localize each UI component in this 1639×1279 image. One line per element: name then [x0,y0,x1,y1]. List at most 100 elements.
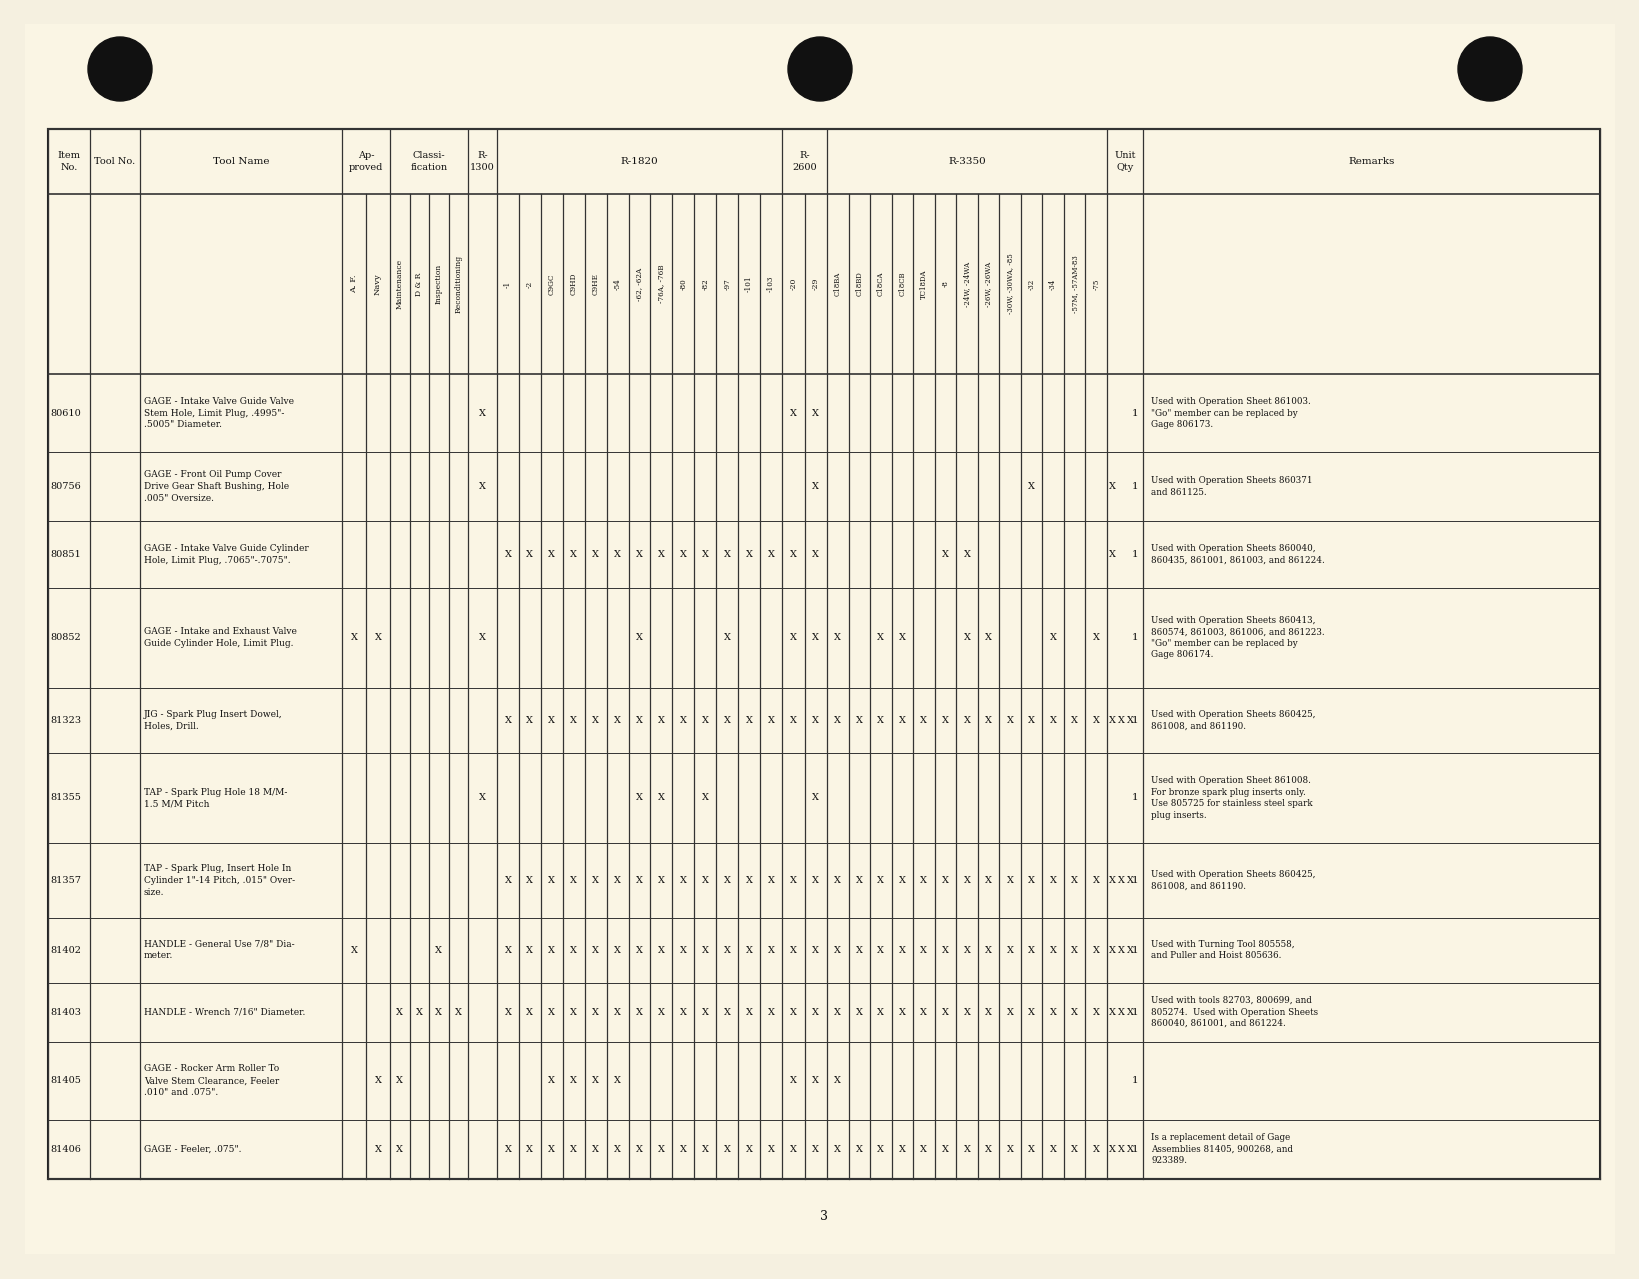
Text: A. F.: A. F. [351,275,357,293]
Text: X: X [985,945,992,954]
Text: -29: -29 [811,278,820,290]
Text: X: X [549,876,556,885]
Text: X: X [877,716,885,725]
Text: Maintenance: Maintenance [395,258,403,310]
Text: X: X [636,633,642,642]
Text: GAGE - Rocker Arm Roller To
Valve Stem Clearance, Feeler
.010" and .075".: GAGE - Rocker Arm Roller To Valve Stem C… [144,1064,279,1097]
Text: X: X [724,1145,731,1154]
Text: X: X [813,1145,820,1154]
Text: X: X [592,550,600,559]
Text: X: X [479,633,487,642]
Text: X: X [1108,1008,1116,1017]
Text: X: X [856,1008,862,1017]
Text: X: X [657,550,665,559]
Text: X: X [985,633,992,642]
Text: Used with Operation Sheets 860371
and 861125.: Used with Operation Sheets 860371 and 86… [1151,476,1313,496]
Text: X: X [964,1145,970,1154]
Text: X: X [657,945,665,954]
Text: C18CB: C18CB [898,271,906,297]
Text: Used with Turning Tool 805558,
and Puller and Hoist 805636.: Used with Turning Tool 805558, and Pulle… [1151,940,1295,961]
Text: -24W, -24WA: -24W, -24WA [964,261,970,307]
Text: X: X [1006,945,1013,954]
Text: X: X [834,716,841,725]
Text: X: X [701,876,708,885]
Text: GAGE - Front Oil Pump Cover
Drive Gear Shaft Bushing, Hole
.005" Oversize.: GAGE - Front Oil Pump Cover Drive Gear S… [144,471,288,503]
Text: X: X [1126,1145,1134,1154]
Text: X: X [351,633,357,642]
Text: R-
1300: R- 1300 [470,151,495,171]
Text: 81403: 81403 [51,1008,80,1017]
Text: X: X [746,550,752,559]
Text: X: X [856,716,862,725]
Text: X: X [856,876,862,885]
Text: X: X [1126,945,1134,954]
Text: X: X [570,1145,577,1154]
Text: X: X [834,633,841,642]
Text: X: X [549,945,556,954]
Text: X: X [964,550,970,559]
Text: X: X [1108,1145,1116,1154]
Text: X: X [921,876,928,885]
Text: X: X [436,1008,443,1017]
Text: -32: -32 [1028,279,1036,289]
Text: X: X [790,1145,797,1154]
Text: X: X [436,945,443,954]
Text: X: X [636,1145,642,1154]
Text: X: X [1006,1145,1013,1154]
Text: X: X [746,876,752,885]
Text: Remarks: Remarks [1349,157,1395,166]
Text: Tool No.: Tool No. [95,157,136,166]
Text: Used with tools 82703, 800699, and
805274.  Used with Operation Sheets
860040, 8: Used with tools 82703, 800699, and 80527… [1151,996,1318,1028]
Text: Used with Operation Sheets 860413,
860574, 861003, 861006, and 861223.
"Go" memb: Used with Operation Sheets 860413, 86057… [1151,616,1324,660]
Text: X: X [790,716,797,725]
Text: -57M, -57AM-83: -57M, -57AM-83 [1070,255,1078,313]
Text: 1: 1 [1131,716,1139,725]
Circle shape [1459,37,1523,101]
Text: X: X [680,1145,687,1154]
Text: X: X [1049,945,1057,954]
Text: X: X [898,1008,906,1017]
Text: X: X [921,1008,928,1017]
Text: GAGE - Intake and Exhaust Valve
Guide Cylinder Hole, Limit Plug.: GAGE - Intake and Exhaust Valve Guide Cy… [144,627,297,648]
Text: X: X [701,793,708,802]
Text: C9GC: C9GC [547,274,556,294]
Text: HANDLE - Wrench 7/16" Diameter.: HANDLE - Wrench 7/16" Diameter. [144,1008,305,1017]
Text: X: X [454,1008,462,1017]
Text: 80851: 80851 [51,550,80,559]
Text: X: X [1028,876,1036,885]
Text: X: X [592,1145,600,1154]
Text: X: X [374,1145,382,1154]
Text: Used with Operation Sheets 860425,
861008, and 861190.: Used with Operation Sheets 860425, 86100… [1151,710,1316,730]
Text: X: X [834,1076,841,1086]
Text: 81405: 81405 [51,1076,80,1086]
Text: 80610: 80610 [51,408,80,418]
Text: X: X [505,1145,511,1154]
Text: X: X [636,550,642,559]
Text: -2: -2 [526,280,534,288]
Text: X: X [746,716,752,725]
Text: X: X [856,945,862,954]
Text: X: X [615,1145,621,1154]
Text: R-
2600: R- 2600 [792,151,816,171]
Text: R-1820: R-1820 [621,157,659,166]
Text: X: X [505,945,511,954]
Text: X: X [813,482,820,491]
Text: Navy: Navy [374,274,382,295]
Text: X: X [374,1076,382,1086]
Text: X: X [680,876,687,885]
Text: X: X [942,550,949,559]
Text: X: X [397,1145,403,1154]
Text: X: X [898,716,906,725]
Text: X: X [1108,876,1116,885]
Text: 80756: 80756 [51,482,80,491]
Text: X: X [680,716,687,725]
Text: D & R: D & R [415,272,423,295]
Text: GAGE - Intake Valve Guide Cylinder
Hole, Limit Plug, .7065"-.7075".: GAGE - Intake Valve Guide Cylinder Hole,… [144,544,308,564]
Text: X: X [1118,716,1124,725]
Text: X: X [680,1008,687,1017]
Text: X: X [592,876,600,885]
Text: X: X [898,945,906,954]
Text: R-3350: R-3350 [947,157,987,166]
Text: X: X [1006,1008,1013,1017]
Text: X: X [813,876,820,885]
